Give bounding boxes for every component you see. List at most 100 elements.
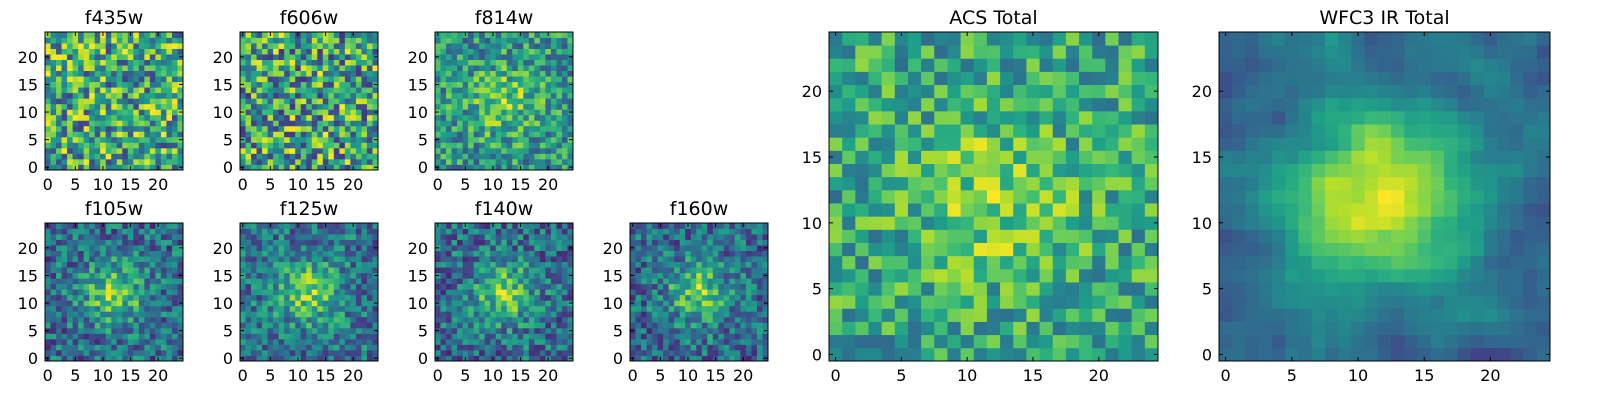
heatmap-cell: [495, 300, 502, 307]
heatmap-cell: [251, 267, 257, 274]
heatmap-cell: [116, 120, 123, 127]
heatmap-cell: [696, 289, 703, 296]
heatmap-cell: [350, 37, 357, 44]
heatmap-cell: [67, 43, 73, 49]
heatmap-cell: [550, 54, 557, 60]
heatmap-cell: [506, 92, 513, 99]
heatmap-cell: [679, 228, 686, 235]
heatmap-cell: [723, 344, 730, 351]
heatmap-cell: [56, 327, 62, 334]
heatmap-cell: [160, 81, 167, 88]
heatmap-cell: [300, 333, 307, 340]
heatmap-cell: [251, 327, 257, 334]
heatmap-cell: [111, 327, 118, 334]
heatmap-cell: [284, 311, 291, 318]
heatmap-cell: [122, 114, 129, 121]
heatmap-cell: [534, 120, 541, 127]
heatmap-cell: [534, 239, 541, 246]
heatmap-cell: [685, 338, 692, 345]
heatmap-cell: [311, 103, 318, 110]
heatmap-cell: [1065, 295, 1080, 309]
heatmap-cell: [245, 43, 252, 49]
heatmap-cell: [295, 228, 302, 235]
heatmap-cell: [166, 37, 173, 44]
heatmap-cell: [61, 164, 68, 171]
heatmap-cell: [501, 300, 508, 307]
heatmap-cell: [740, 311, 747, 318]
heatmap-cell: [729, 294, 736, 301]
heatmap-cell: [539, 120, 546, 127]
heatmap-cell: [986, 255, 1001, 270]
heatmap-cell: [567, 344, 574, 351]
heatmap-cell: [567, 223, 574, 229]
heatmap-cell: [751, 311, 758, 318]
heatmap-cell: [451, 305, 458, 312]
heatmap-cell: [490, 289, 497, 296]
heatmap-cell: [350, 70, 357, 77]
heatmap-cell: [240, 142, 246, 149]
heatmap-cell: [278, 81, 285, 88]
heatmap-cell: [311, 131, 318, 138]
heatmap-cell: [355, 349, 362, 356]
heatmap-cell: [177, 103, 184, 110]
heatmap-cell: [868, 163, 883, 178]
heatmap-cell: [278, 92, 285, 99]
heatmap-cell: [934, 295, 948, 309]
heatmap-cell: [446, 147, 452, 154]
heatmap-cell: [495, 349, 502, 356]
heatmap-cell: [138, 311, 145, 318]
heatmap-cell: [366, 272, 373, 279]
heatmap-cell: [127, 103, 134, 110]
heatmap-cell: [545, 267, 552, 274]
heatmap-cell: [446, 245, 452, 251]
heatmap-cell: [160, 114, 167, 121]
heatmap-cell: [462, 98, 469, 105]
heatmap-cell: [278, 349, 285, 356]
heatmap-cell: [311, 333, 318, 340]
heatmap-cell: [663, 272, 670, 279]
heatmap-cell: [45, 239, 51, 246]
heatmap-cell: [751, 349, 758, 356]
heatmap-cell: [300, 114, 307, 121]
heatmap-cell: [539, 316, 546, 323]
heatmap-cell: [300, 283, 307, 290]
heatmap-cell: [149, 37, 156, 44]
heatmap-cell: [278, 234, 285, 240]
heatmap-cell: [517, 81, 524, 88]
heatmap-cell: [83, 98, 90, 105]
heatmap-cell: [256, 278, 263, 285]
heatmap-cell: [734, 322, 741, 329]
heatmap-cell: [284, 59, 291, 66]
heatmap-cell: [262, 92, 268, 99]
heatmap-cell: [67, 109, 73, 116]
heatmap-cell: [630, 349, 636, 356]
heatmap-cell: [166, 87, 173, 94]
heatmap-cell: [635, 250, 642, 257]
heatmap-cell: [1052, 163, 1067, 178]
heatmap-cell: [138, 261, 145, 268]
heatmap-cell: [556, 48, 563, 55]
heatmap-cell: [122, 103, 129, 110]
heatmap-cell: [729, 344, 736, 351]
heatmap-cell: [177, 278, 184, 285]
heatmap-cell: [240, 103, 246, 110]
heatmap-cell: [756, 333, 763, 340]
heatmap-cell: [89, 87, 96, 94]
heatmap-cell: [484, 37, 491, 44]
heatmap-cell: [333, 153, 340, 160]
heatmap-cell: [295, 300, 302, 307]
heatmap-cell: [138, 289, 145, 296]
heatmap-cell: [133, 322, 140, 329]
heatmap-cell: [881, 347, 896, 362]
heatmap-cell: [756, 311, 763, 318]
heatmap-cell: [1052, 189, 1067, 204]
heatmap-cell: [567, 43, 574, 49]
heatmap-cell: [245, 87, 252, 94]
heatmap-cell: [473, 327, 480, 334]
heatmap-cell: [300, 103, 307, 110]
heatmap-cell: [78, 76, 85, 83]
heatmap-cell: [127, 92, 134, 99]
heatmap-cell: [506, 59, 513, 66]
heatmap-cell: [67, 142, 73, 149]
heatmap-cell: [1000, 321, 1014, 336]
